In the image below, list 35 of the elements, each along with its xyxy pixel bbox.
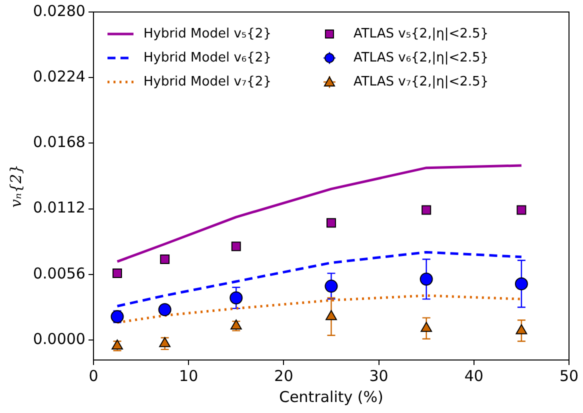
legend-label: ATLAS v₅{2,|η|<2.5} [353,26,489,42]
y-tick-label: 0.0224 [32,68,86,86]
y-tick-label: 0.0168 [32,133,86,152]
point [516,205,526,215]
x-tick-label: 40 [464,366,484,385]
y-tick-label: 0.0112 [32,198,86,217]
point [514,277,528,290]
point [231,242,241,252]
point [159,337,171,348]
point [422,205,432,215]
legend-label: Hybrid Model v₅{2} [143,26,272,42]
point [160,254,170,264]
y-tick-label: 0.0056 [32,264,86,282]
x-tick-label: 20 [274,366,294,385]
y-tick-label: 0.0000 [32,330,86,348]
point [516,324,528,334]
point [326,218,336,228]
x-tick-label: 50 [559,366,579,385]
y-tick-label: 0.0280 [32,2,86,20]
legend-label: Hybrid Model v₇{2} [143,74,272,90]
y-axis-title: vₙ{2} [6,164,25,208]
legend-label: ATLAS v₆{2,|η|<2.5} [353,50,489,66]
x-axis-title: Centrality (%) [279,388,384,406]
line-series [116,250,523,308]
point [112,268,122,278]
point [420,322,432,332]
x-tick-label: 30 [369,366,388,385]
point [230,291,243,304]
point [326,310,337,320]
legend-label: ATLAS v₇{2,|η|<2.5} [353,74,489,90]
point [420,272,433,286]
legend-label: Hybrid Model v₆{2} [143,50,272,66]
point [324,280,338,293]
x-tick-label: 0 [88,366,98,385]
x-tick-label: 10 [179,366,198,385]
